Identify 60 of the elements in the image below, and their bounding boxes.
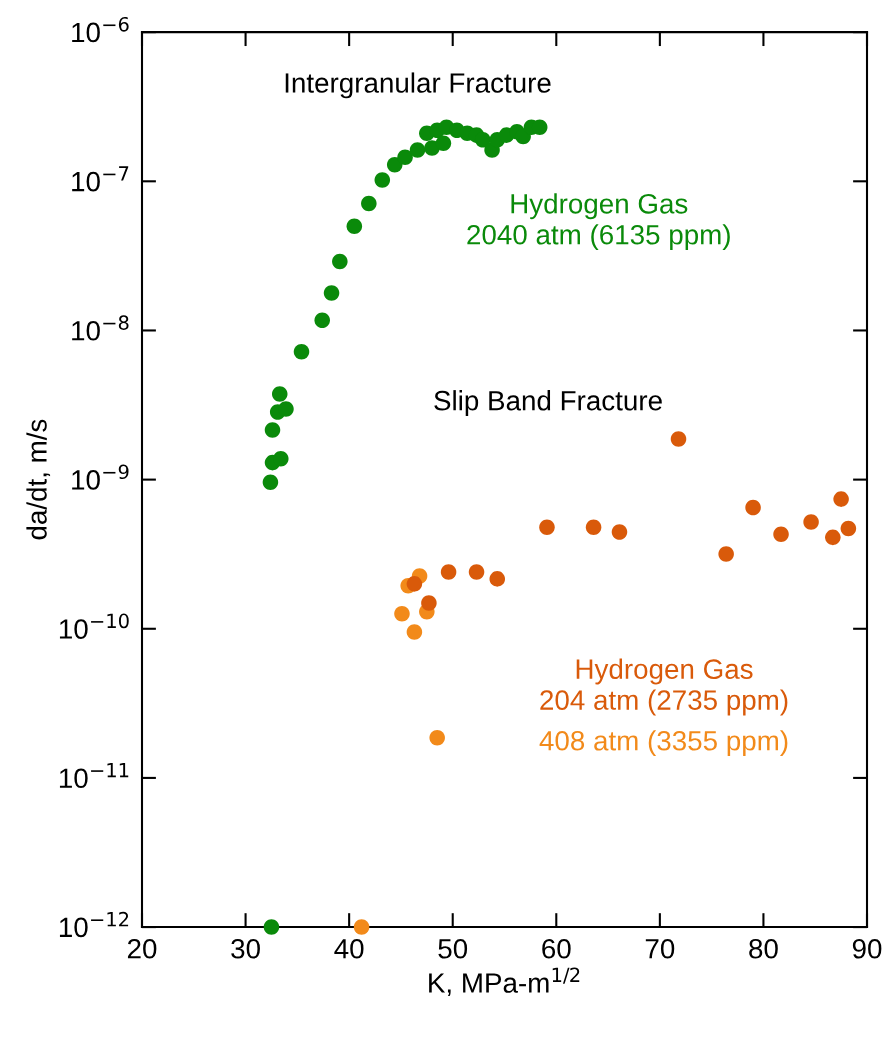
point bbox=[773, 526, 789, 543]
point bbox=[468, 564, 485, 580]
x-tick-label: 30 bbox=[231, 938, 260, 959]
y-tick-label: 10$^{−9}$ bbox=[72, 464, 129, 490]
point bbox=[539, 519, 555, 535]
point bbox=[346, 218, 363, 234]
point bbox=[670, 431, 687, 447]
series-label: Hydrogen Gas 2040 atm (6135 ppm) bbox=[467, 193, 730, 251]
point bbox=[353, 919, 370, 935]
point bbox=[409, 142, 426, 158]
x-axis-title: K, MPa-m$^{1/2}$ bbox=[429, 967, 580, 997]
point bbox=[435, 135, 452, 151]
point bbox=[323, 285, 340, 301]
point bbox=[833, 491, 849, 507]
y-tick-label: 10$^{−6}$ bbox=[72, 16, 129, 43]
x-tick-label: 60 bbox=[542, 938, 571, 959]
x-tick-label: 20 bbox=[127, 938, 157, 959]
y-axis-title: da/dt, m/s bbox=[26, 419, 51, 540]
point bbox=[332, 253, 348, 270]
x-tick-label: 50 bbox=[438, 938, 468, 959]
x-tick-label: 90 bbox=[852, 938, 882, 959]
point bbox=[489, 571, 506, 587]
x-tick-label: 70 bbox=[645, 938, 675, 959]
point bbox=[440, 564, 457, 580]
annotation: Intergranular Fracture bbox=[285, 72, 551, 99]
text: Hydrogen Gas 204 atm (2735 ppm) bbox=[540, 658, 788, 716]
point bbox=[406, 576, 423, 592]
point bbox=[803, 514, 819, 530]
point bbox=[745, 499, 761, 516]
point bbox=[278, 401, 294, 417]
point bbox=[611, 524, 628, 540]
x-tick-label: 80 bbox=[749, 938, 778, 959]
point bbox=[840, 520, 857, 537]
point bbox=[394, 606, 410, 622]
point bbox=[397, 149, 413, 165]
point bbox=[718, 546, 734, 562]
y-tick-label: 10$^{−8}$ bbox=[72, 315, 129, 341]
y-tick-label: 10$^{−7}$ bbox=[72, 166, 129, 192]
point bbox=[293, 343, 310, 360]
y-tick-label: 10$^{−11}$ bbox=[59, 762, 129, 789]
text: 408 atm (3355 ppm) bbox=[539, 730, 788, 757]
point bbox=[386, 157, 403, 173]
y-tick-label: 10$^{−10}$ bbox=[59, 613, 129, 639]
point bbox=[374, 172, 391, 188]
point bbox=[406, 624, 423, 640]
point bbox=[429, 729, 445, 746]
point bbox=[273, 450, 289, 467]
annotation: Slip Band Fracture bbox=[434, 390, 662, 417]
point bbox=[474, 131, 491, 148]
point bbox=[262, 474, 279, 491]
point bbox=[271, 386, 288, 402]
x-tick-label: 40 bbox=[334, 938, 364, 959]
y-tick-label: 10$^{−12}$ bbox=[59, 911, 129, 938]
point bbox=[825, 529, 841, 546]
point bbox=[361, 195, 377, 212]
point bbox=[421, 595, 437, 611]
point bbox=[314, 312, 330, 329]
point bbox=[264, 422, 281, 438]
point bbox=[263, 919, 280, 935]
point bbox=[585, 519, 602, 535]
